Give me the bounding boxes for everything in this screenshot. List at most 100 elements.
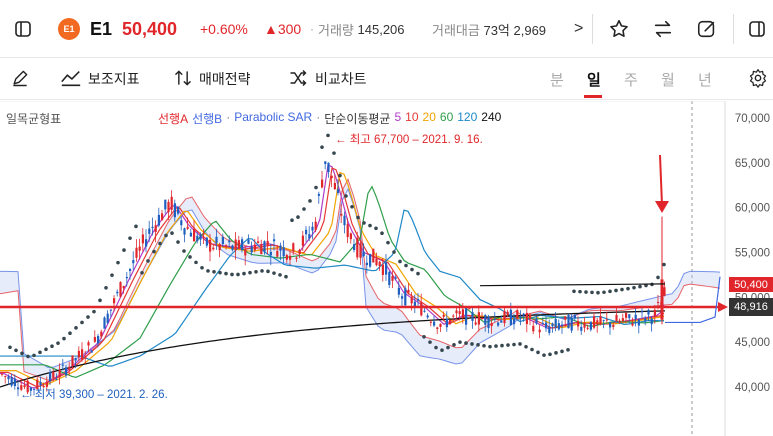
candle-body — [509, 309, 512, 326]
parabolic-sar-dot — [608, 289, 612, 294]
candle-body — [484, 315, 487, 325]
parabolic-sar-dot — [398, 259, 402, 264]
chart-canvas: 40,00045,00050,00055,00060,00065,00070,0… — [0, 100, 770, 436]
parabolic-sar-dot — [566, 348, 570, 352]
parabolic-sar-dot — [212, 269, 216, 274]
ma240-line — [0, 310, 666, 388]
candle-body — [84, 356, 87, 359]
candle-body — [394, 277, 397, 279]
y-axis-tick-label: 45,000 — [735, 337, 770, 349]
period-minute[interactable]: 분 — [550, 71, 564, 89]
candle-body — [372, 248, 375, 263]
candle-body — [525, 312, 528, 325]
parabolic-sar-dot — [578, 289, 582, 294]
parabolic-sar-dot — [476, 343, 480, 347]
candle-body — [647, 309, 650, 315]
candle-body — [170, 196, 173, 210]
senkou-b-line — [0, 187, 721, 368]
period-day[interactable]: 일 — [587, 71, 601, 89]
candle-body — [177, 206, 180, 214]
candle-body — [4, 376, 7, 378]
candle-body — [650, 318, 653, 325]
edit-button[interactable] — [694, 0, 720, 58]
parabolic-sar-dot — [428, 340, 432, 344]
candle-body — [119, 282, 122, 297]
candle-body — [362, 251, 365, 257]
settings-button[interactable] — [748, 58, 768, 100]
candle-body — [490, 322, 493, 327]
candle-body — [189, 232, 192, 237]
more-info-button[interactable]: > — [574, 20, 584, 37]
candle-body — [529, 314, 532, 319]
price-chart[interactable]: 40,00045,00050,00055,00060,00065,00070,0… — [0, 100, 773, 436]
candle-body — [615, 314, 618, 322]
candle-body — [1, 373, 4, 375]
candle-body — [301, 235, 304, 246]
candle-body — [609, 322, 612, 328]
legend-dot-2: · — [316, 110, 321, 124]
candle-body — [282, 247, 285, 257]
candle-body — [157, 214, 160, 226]
aux-indicator-button[interactable]: 보조지표 — [60, 58, 140, 100]
candle-body — [23, 385, 26, 388]
candle-body — [506, 311, 509, 316]
parabolic-sar-dot — [638, 284, 642, 289]
candle-body — [97, 335, 100, 344]
candle-body — [410, 297, 413, 304]
candle-body — [493, 318, 496, 320]
parabolic-sar-dot — [56, 341, 60, 345]
parabolic-sar-dot — [218, 270, 222, 275]
candle-body — [13, 378, 16, 387]
favorite-button[interactable] — [606, 0, 632, 58]
candle-body — [538, 329, 541, 333]
callout-arrow-head — [655, 201, 669, 213]
trade-strategy-button[interactable]: 매매전략 — [173, 58, 251, 100]
candle-body — [637, 319, 640, 326]
candle-body — [621, 318, 624, 322]
right-panel-toggle-button[interactable] — [744, 0, 770, 58]
parabolic-sar-dot — [446, 345, 450, 350]
compare-chart-button[interactable]: 비교차트 — [287, 58, 367, 100]
candle-body — [439, 323, 442, 327]
candle-body — [199, 234, 202, 240]
parabolic-sar-dot — [488, 344, 492, 349]
line-price-tag: 48,916 — [729, 298, 773, 316]
candle-body — [586, 327, 589, 329]
low-annotation-text: 최저 39,300 – 2021. 2. 26. — [34, 389, 168, 401]
shuffle-icon — [287, 68, 309, 91]
candle-body — [471, 312, 474, 321]
candle-body — [429, 321, 432, 323]
candle-body — [317, 193, 320, 196]
candle-body — [413, 301, 416, 307]
candle-body — [461, 309, 464, 318]
candle-body — [276, 250, 279, 257]
parabolic-sar-dot — [362, 221, 366, 225]
candle-body — [132, 260, 135, 264]
swap-button[interactable] — [650, 0, 676, 58]
drawing-tool-button[interactable] — [10, 58, 30, 100]
period-month[interactable]: 월 — [661, 71, 675, 89]
parabolic-sar-dot — [404, 263, 408, 268]
candle-body — [625, 312, 628, 318]
candle-body — [577, 320, 580, 327]
candle-body — [167, 201, 170, 213]
parabolic-sar-dot — [296, 215, 300, 219]
candle-body — [554, 318, 557, 328]
candle-body — [458, 311, 461, 315]
swap-arrows-icon — [650, 16, 676, 42]
candle-body — [455, 310, 458, 314]
candle-body — [253, 244, 256, 251]
parabolic-sar-dot — [344, 194, 348, 198]
candle-body — [26, 380, 29, 393]
period-year[interactable]: 년 — [698, 71, 712, 89]
amount-label: 거래대금 — [432, 22, 480, 38]
trade-arrows-icon — [173, 68, 193, 91]
period-week[interactable]: 주 — [624, 71, 638, 89]
parabolic-sar-dot — [542, 353, 546, 357]
sidebar-toggle-button[interactable] — [10, 0, 36, 58]
candle-body — [545, 322, 548, 329]
edit-icon — [694, 16, 720, 42]
volume-value: 145,206 — [357, 21, 405, 37]
candle-body — [151, 226, 154, 229]
candle-body — [257, 241, 260, 243]
